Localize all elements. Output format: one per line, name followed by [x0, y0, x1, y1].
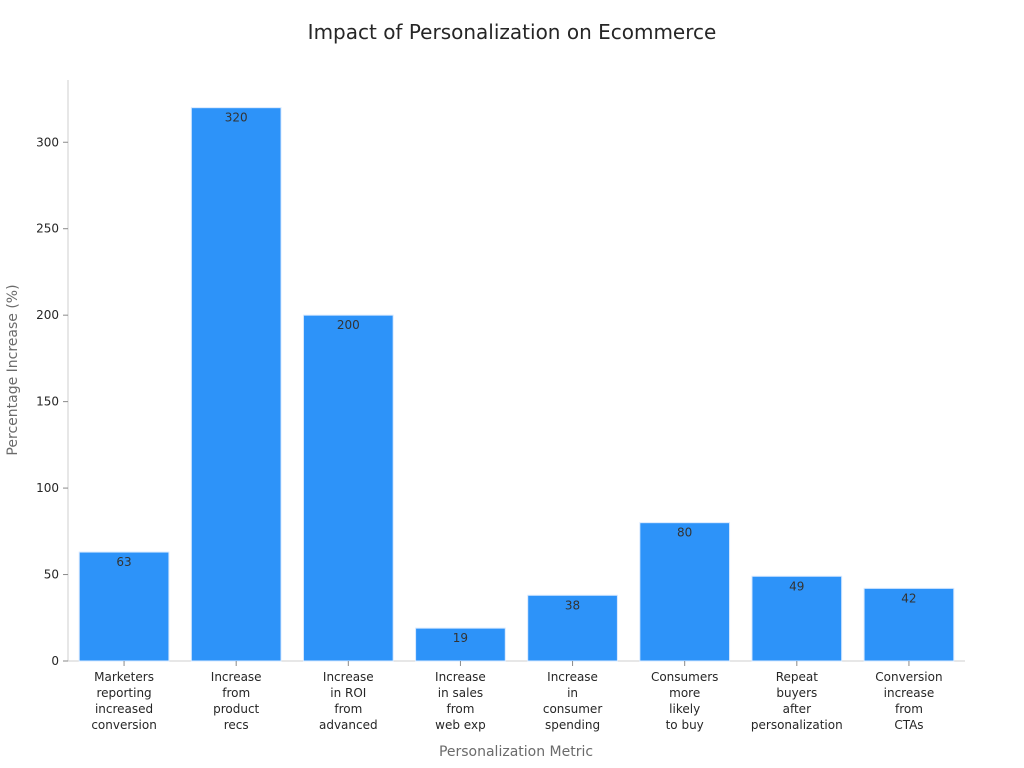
y-tick-label: 200: [36, 308, 59, 322]
bar-value-label: 49: [789, 579, 804, 593]
chart-title: Impact of Personalization on Ecommerce: [308, 20, 717, 44]
bars: [78, 107, 955, 662]
x-ticks: Marketers reporting increased conversion Inc…: [91, 661, 943, 732]
y-tick-label: 0: [51, 654, 59, 668]
x-tick-label: Repeat buyers after personalization: [751, 670, 843, 732]
x-tick-label: Increase in ROI from advanced: [319, 670, 378, 732]
y-tick-label: 250: [36, 222, 59, 236]
x-tick-label: Marketers reporting increased conversion: [91, 670, 157, 732]
bar-value-label: 80: [677, 526, 692, 540]
y-tick-label: 50: [44, 568, 59, 582]
bar-value-label: 38: [565, 598, 580, 612]
y-tick-label: 300: [36, 135, 59, 149]
bar: [190, 107, 282, 662]
x-tick-label: Consumers more likely to buy: [651, 670, 718, 732]
bar-value-label: 42: [901, 591, 916, 605]
x-axis-label: Personalization Metric: [439, 744, 593, 760]
x-tick-label: Conversion increase from CTAs: [875, 670, 942, 732]
bar-value-label: 19: [453, 631, 468, 645]
y-tick-label: 100: [36, 481, 59, 495]
y-axis-label: Percentage Increase (%): [5, 284, 21, 455]
bar-value-label: 320: [225, 111, 248, 125]
bar: [78, 551, 170, 662]
data-labels: 63 320 200 19 38 80 49 42: [116, 111, 916, 645]
x-tick-label: Increase in sales from web exp: [435, 670, 486, 732]
x-tick-label: Increase from product recs: [211, 670, 262, 732]
bar: [302, 314, 394, 662]
y-tick-label: 150: [36, 395, 59, 409]
x-tick-label: Increase in consumer spending: [543, 670, 602, 732]
y-ticks: 0 50 100 150 200 250 300: [36, 135, 68, 668]
bar: [639, 522, 731, 662]
bar-value-label: 63: [116, 555, 131, 569]
bar-value-label: 200: [337, 318, 360, 332]
